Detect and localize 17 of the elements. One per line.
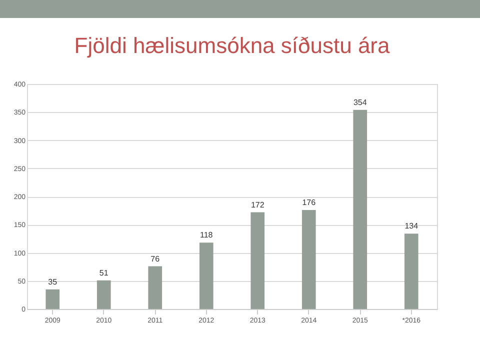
bar: [353, 110, 368, 309]
data-label: 176: [302, 198, 316, 207]
bar: [250, 212, 265, 309]
bar: [96, 280, 111, 309]
bar: [199, 242, 214, 309]
bar: [404, 234, 418, 309]
bar: [46, 289, 60, 309]
data-label: 134: [404, 222, 419, 231]
data-label: 76: [150, 254, 160, 264]
data-label: 354: [353, 98, 368, 107]
bar: [148, 266, 162, 309]
data-label: 51: [99, 268, 109, 278]
data-label: 35: [48, 277, 58, 286]
data-label: 118: [200, 230, 214, 240]
chart-title: Fjöldi hælisumsókna síðustu ára: [74, 33, 390, 58]
data-label: 172: [250, 200, 265, 210]
bar: [302, 210, 316, 309]
